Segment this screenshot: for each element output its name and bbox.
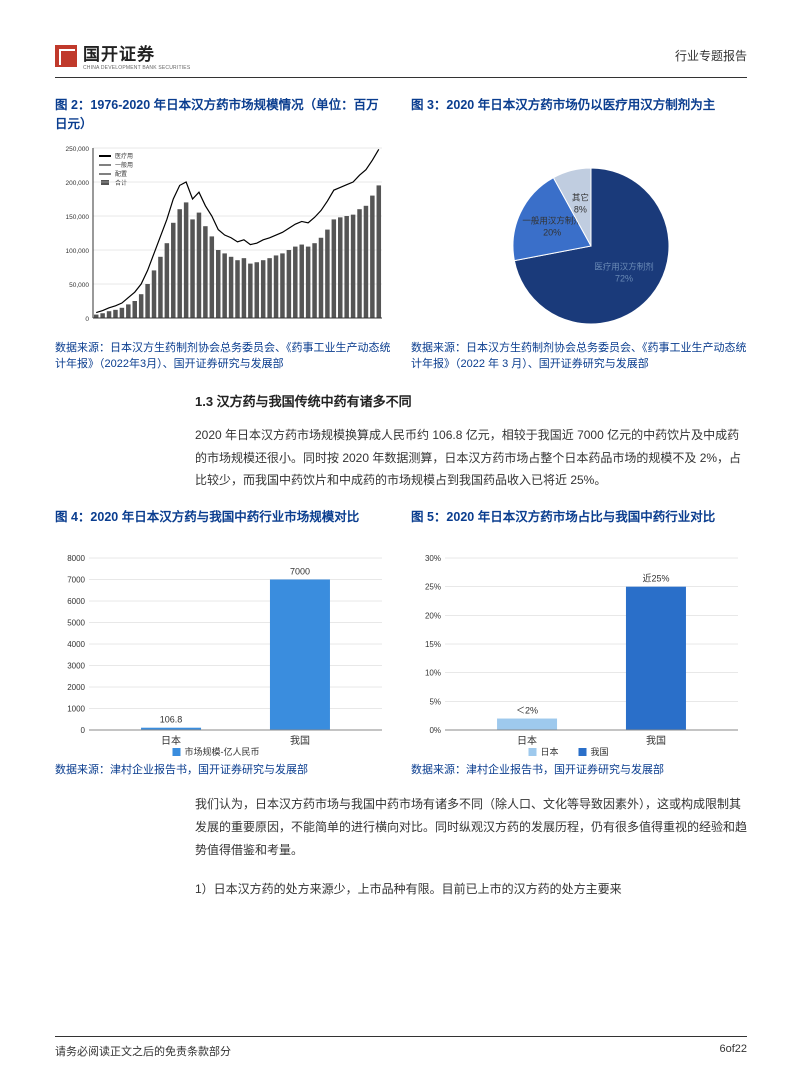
svg-text:其它: 其它 bbox=[572, 192, 589, 202]
svg-text:50,000: 50,000 bbox=[69, 282, 89, 289]
svg-text:106.8: 106.8 bbox=[160, 715, 183, 725]
svg-text:市场规模-亿人民币: 市场规模-亿人民币 bbox=[185, 746, 260, 757]
svg-text:72%: 72% bbox=[615, 273, 633, 283]
closing-p2: 1）日本汉方药的处方来源少，上市品种有限。目前已上市的汉方药的处方主要来 bbox=[55, 878, 747, 901]
svg-text:10%: 10% bbox=[425, 669, 441, 678]
fig4-title: 图 4：2020 年日本汉方药与我国中药行业市场规模对比 bbox=[55, 508, 391, 546]
svg-text:一般用: 一般用 bbox=[115, 161, 133, 169]
footer-page: 6of22 bbox=[719, 1043, 747, 1059]
doc-type-label: 行业专题报告 bbox=[675, 47, 747, 64]
svg-text:0: 0 bbox=[81, 726, 86, 735]
footer-disclaimer: 请务必阅读正文之后的免责条款部分 bbox=[55, 1043, 231, 1059]
fig2-source: 数据来源：日本汉方生药制剂协会总务委员会、《药事工业生产动态统计年报》（2022… bbox=[55, 341, 391, 373]
section-1-3-heading: 1.3 汉方药与我国传统中药有诸多不同 bbox=[55, 391, 747, 410]
svg-text:150,000: 150,000 bbox=[66, 214, 90, 221]
svg-text:0%: 0% bbox=[429, 726, 441, 735]
closing-p1: 我们认为，日本汉方药市场与我国中药市场有诸多不同（除人口、文化等导致因素外），这… bbox=[55, 793, 747, 861]
svg-text:20%: 20% bbox=[425, 612, 441, 621]
svg-text:2000: 2000 bbox=[67, 683, 85, 692]
page-footer: 请务必阅读正文之后的免责条款部分 6of22 bbox=[55, 1036, 747, 1059]
logo-icon bbox=[55, 45, 77, 67]
svg-text:7000: 7000 bbox=[290, 567, 310, 577]
svg-text:我国: 我国 bbox=[591, 747, 609, 757]
svg-text:8000: 8000 bbox=[67, 554, 85, 563]
brand-en: CHINA DEVELOPMENT BANK SECURITIES bbox=[83, 65, 190, 71]
svg-text:7000: 7000 bbox=[67, 576, 85, 585]
svg-text:近25%: 近25% bbox=[642, 573, 669, 584]
fig5-chart: 0%5%10%15%20%25%30%＜2%日本近25%我国日本我国 bbox=[411, 550, 747, 760]
fig5-title: 图 5：2020 年日本汉方药市场占比与我国中药行业对比 bbox=[411, 508, 747, 546]
svg-text:30%: 30% bbox=[425, 554, 441, 563]
figure-3: 图 3：2020 年日本汉方药市场仍以医疗用汉方制剂为主 医疗用汉方制剂 72% 一… bbox=[411, 96, 747, 373]
svg-text:一般用汉方制剂: 一般用汉方制剂 bbox=[522, 216, 582, 226]
fig4-chart: 0 1000 2000 3000 4000 5000 6000 7000 8000 106.8 日本… bbox=[55, 550, 391, 760]
fig5-source: 数据来源：津村企业报告书，国开证券研究与发展部 bbox=[411, 763, 747, 779]
svg-text:200,000: 200,000 bbox=[66, 180, 90, 187]
figure-row-2: 图 4：2020 年日本汉方药与我国中药行业市场规模对比 0 1000 2000 30… bbox=[55, 508, 747, 779]
svg-text:日本: 日本 bbox=[517, 734, 537, 747]
svg-text:250,000: 250,000 bbox=[66, 146, 90, 153]
svg-text:5%: 5% bbox=[429, 698, 441, 707]
svg-text:＜2%: ＜2% bbox=[516, 706, 538, 716]
svg-text:6000: 6000 bbox=[67, 597, 85, 606]
svg-text:日本: 日本 bbox=[161, 734, 181, 747]
svg-text:20%: 20% bbox=[543, 228, 561, 238]
svg-text:4000: 4000 bbox=[67, 640, 85, 649]
brand-logo: 国开证券 CHINA DEVELOPMENT BANK SECURITIES bbox=[55, 40, 190, 71]
brand-text: 国开证券 CHINA DEVELOPMENT BANK SECURITIES bbox=[83, 40, 190, 71]
svg-text:医疗用汉方制剂: 医疗用汉方制剂 bbox=[594, 261, 654, 271]
fig4-source: 数据来源：津村企业报告书，国开证券研究与发展部 bbox=[55, 763, 391, 779]
fig2-title: 图 2：1976-2020 年日本汉方药市场规模情况（单位：百万日元） bbox=[55, 96, 391, 134]
svg-text:25%: 25% bbox=[425, 583, 441, 592]
svg-text:0: 0 bbox=[85, 316, 89, 323]
svg-text:8%: 8% bbox=[574, 204, 587, 214]
brand-cn: 国开证券 bbox=[83, 40, 190, 65]
svg-text:15%: 15% bbox=[425, 640, 441, 649]
fig3-chart: 医疗用汉方制剂 72% 一般用汉方制剂 20% 其它 8% bbox=[411, 138, 747, 338]
fig3-source: 数据来源：日本汉方生药制剂协会总务委员会、《药事工业生产动态统计年报》（2022… bbox=[411, 341, 747, 373]
svg-text:配置: 配置 bbox=[115, 171, 127, 178]
figure-4: 图 4：2020 年日本汉方药与我国中药行业市场规模对比 0 1000 2000 30… bbox=[55, 508, 391, 779]
svg-text:医疗用: 医疗用 bbox=[115, 152, 133, 160]
svg-text:日本: 日本 bbox=[541, 746, 559, 757]
figure-row-1: 图 2：1976-2020 年日本汉方药市场规模情况（单位：百万日元） 医疗用一… bbox=[55, 96, 747, 373]
svg-text:3000: 3000 bbox=[67, 662, 85, 671]
figure-2: 图 2：1976-2020 年日本汉方药市场规模情况（单位：百万日元） 医疗用一… bbox=[55, 96, 391, 373]
fig2-chart: 医疗用一般用配置合计 0 50,000 100,000 150,000 200,000 25… bbox=[55, 138, 391, 338]
svg-text:100,000: 100,000 bbox=[66, 248, 90, 255]
svg-text:1000: 1000 bbox=[67, 705, 85, 714]
section-1-3-paragraph: 2020 年日本汉方药市场规模换算成人民币约 106.8 亿元，相较于我国近 7… bbox=[55, 424, 747, 492]
svg-text:合计: 合计 bbox=[115, 179, 127, 187]
fig3-title: 图 3：2020 年日本汉方药市场仍以医疗用汉方制剂为主 bbox=[411, 96, 747, 134]
page-header: 国开证券 CHINA DEVELOPMENT BANK SECURITIES 行… bbox=[55, 40, 747, 78]
svg-text:5000: 5000 bbox=[67, 619, 85, 628]
svg-text:我国: 我国 bbox=[290, 735, 310, 747]
figure-5: 图 5：2020 年日本汉方药市场占比与我国中药行业对比 0% 5% 10% 15% 2… bbox=[411, 508, 747, 779]
svg-text:我国: 我国 bbox=[646, 735, 666, 747]
